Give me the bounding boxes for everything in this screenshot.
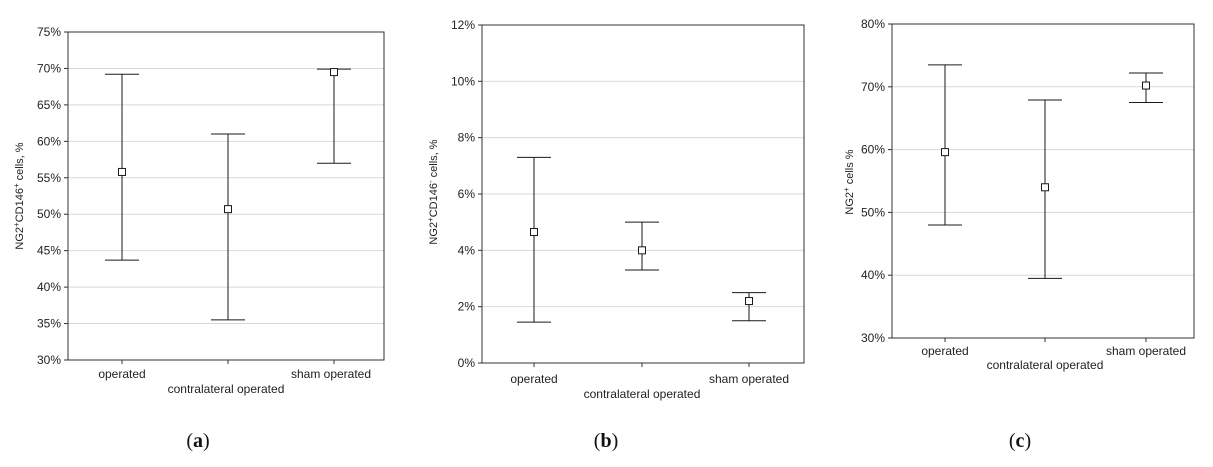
mean-marker-1 xyxy=(1041,183,1049,192)
panel-caption-part: ( xyxy=(594,430,601,452)
panel-caption-part: ) xyxy=(1024,430,1031,452)
mean-marker-0 xyxy=(941,148,949,157)
y-tick-label: 8% xyxy=(458,131,476,145)
y-axis-title-part: + xyxy=(12,183,21,188)
x-tick-label: operated xyxy=(510,372,557,386)
chart-panel-b: 0% 2% 4% 6% 8% 10% 12% operated contralateral op… xyxy=(426,18,805,452)
plot-frame xyxy=(67,31,385,361)
plot-frame xyxy=(891,23,1195,339)
panel-caption: (b) xyxy=(594,430,618,452)
x-tick-label: contralateral operated xyxy=(987,358,1104,372)
panel-caption-part: c xyxy=(1016,430,1025,452)
y-tick-label: 40% xyxy=(37,280,61,294)
panel-caption-part: ( xyxy=(1009,430,1016,452)
y-axis-title-part: NG2 xyxy=(844,192,856,215)
y-tick-label: 6% xyxy=(458,187,476,201)
y-tick-label: 30% xyxy=(861,331,885,345)
y-tick-label: 12% xyxy=(451,18,475,32)
mean-marker-2 xyxy=(1142,81,1150,90)
y-tick-label: 60% xyxy=(37,134,61,148)
y-tick-label: 70% xyxy=(37,61,61,75)
y-axis-title-part: cells % xyxy=(844,149,856,187)
mean-marker-0 xyxy=(118,167,126,176)
y-tick-label: 35% xyxy=(37,317,61,331)
y-axis-title-part: cells, % xyxy=(428,139,440,180)
y-tick-label: 50% xyxy=(861,205,885,219)
mean-marker-2 xyxy=(330,68,338,77)
y-tick-label: 40% xyxy=(861,268,885,282)
y-tick-label: 30% xyxy=(37,353,61,367)
y-axis-title-part: - xyxy=(426,180,435,183)
y-axis-title-part: CD146 xyxy=(14,188,26,222)
y-tick-label: 65% xyxy=(37,98,61,112)
y-tick-label: 55% xyxy=(37,171,61,185)
panel-caption-part: a xyxy=(193,430,203,452)
x-tick-label: contralateral operated xyxy=(584,387,701,401)
x-tick-label: operated xyxy=(921,344,968,358)
mean-marker-2 xyxy=(745,297,753,306)
y-axis-title-part: + xyxy=(426,217,435,222)
y-tick-label: 2% xyxy=(458,300,476,314)
y-tick-label: 10% xyxy=(451,74,475,88)
panel-caption-part: ( xyxy=(186,430,193,452)
x-tick-label: sham operated xyxy=(709,372,789,386)
y-axis-title-part: NG2 xyxy=(14,227,26,250)
y-axis-title: NG2+CD146+ cells, % xyxy=(12,142,26,249)
chart-panel-a: 30% 35% 40% 45% 50% 55% 60% 65% 70% 75% operated co… xyxy=(12,25,385,452)
panel-caption-part: ) xyxy=(612,430,619,452)
x-tick-label: sham operated xyxy=(291,367,371,381)
y-axis-title-part: cells, % xyxy=(14,142,26,183)
y-tick-label: 70% xyxy=(861,80,885,94)
y-tick-label: 50% xyxy=(37,207,61,221)
mean-marker-0 xyxy=(530,228,538,237)
mean-marker-1 xyxy=(224,205,232,214)
y-tick-label: 80% xyxy=(861,17,885,31)
panel-caption: (c) xyxy=(1009,430,1031,452)
y-axis-title-part: CD146 xyxy=(428,183,440,217)
y-tick-label: 60% xyxy=(861,143,885,157)
y-axis-title: NG2+ cells % xyxy=(842,149,856,214)
chart-panel-c: 30% 40% 50% 60% 70% 80% operated contralateral … xyxy=(842,17,1195,452)
plot-frame xyxy=(481,24,805,364)
y-tick-label: 45% xyxy=(37,244,61,258)
y-axis-title: NG2+CD146- cells, % xyxy=(426,139,440,244)
y-axis-title-part: NG2 xyxy=(428,222,440,245)
panel-caption: (a) xyxy=(186,430,209,452)
x-tick-label: sham operated xyxy=(1106,344,1186,358)
mean-marker-1 xyxy=(638,246,646,255)
panel-caption-part: ) xyxy=(203,430,210,452)
y-tick-label: 4% xyxy=(458,243,476,257)
x-tick-label: contralateral operated xyxy=(168,382,285,396)
y-axis-title-part: + xyxy=(12,222,21,227)
y-axis-title-part: + xyxy=(842,187,851,192)
y-tick-label: 75% xyxy=(37,25,61,39)
x-tick-label: operated xyxy=(98,367,145,381)
y-tick-label: 0% xyxy=(458,356,476,370)
panel-caption-part: b xyxy=(600,430,611,452)
